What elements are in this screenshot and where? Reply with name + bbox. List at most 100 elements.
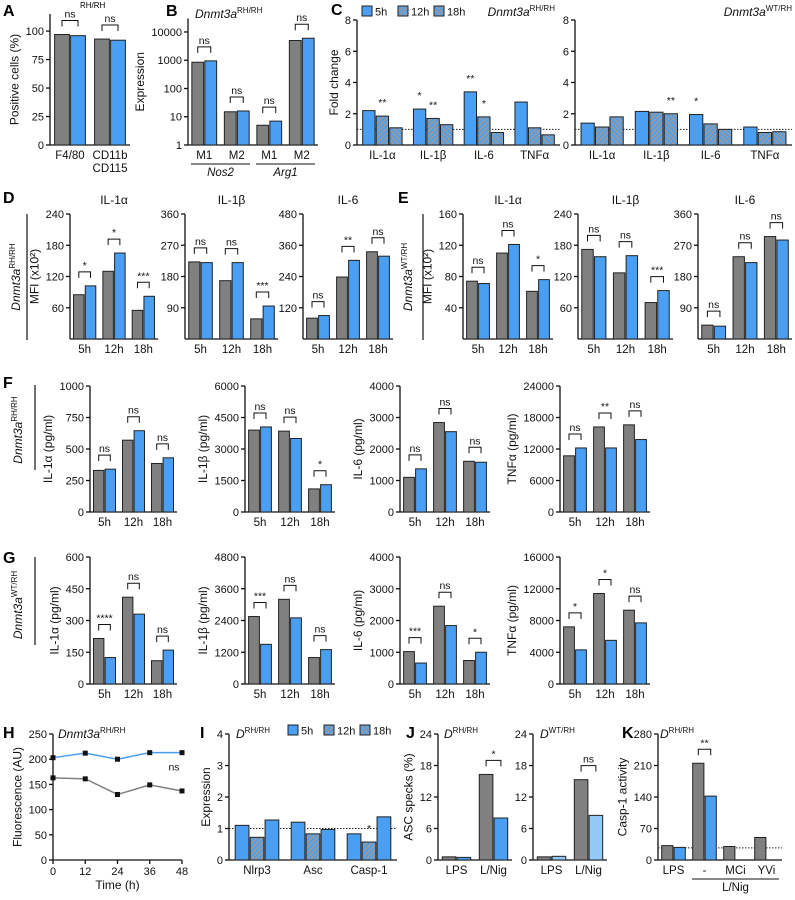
x-category-label: Asc <box>303 865 322 877</box>
bar-hatch-stripe <box>529 133 542 146</box>
bar <box>657 290 670 340</box>
bar <box>262 305 275 340</box>
bar-hatch-stripe <box>649 121 664 136</box>
bar <box>717 128 733 146</box>
bar-hatch-stripe <box>375 130 390 145</box>
x-category-label: - <box>703 865 707 877</box>
bar-hatch-stripe <box>426 117 433 124</box>
significance-label: ns <box>284 405 295 417</box>
bar <box>644 302 658 340</box>
bar-hatch-stripe <box>375 120 390 135</box>
x-axis-label: Time (h) <box>95 878 139 892</box>
bar-fill <box>626 255 638 339</box>
bar-fill <box>232 262 244 339</box>
significance-label: ns <box>312 290 323 302</box>
x-category-label: 12h <box>616 344 635 356</box>
y-axis-label: IL-1α (pg/ml) <box>41 415 55 483</box>
data-point <box>147 782 153 788</box>
bar-hatch-stripe <box>379 135 390 146</box>
y-axis-label: Expression <box>199 767 213 826</box>
x-category-label: 18h <box>153 517 172 529</box>
y-axis-label: IL-6 (pg/ml) <box>351 418 365 479</box>
genotype-label: Dnmt3aWT/RH <box>724 4 792 19</box>
significance-bracket <box>127 582 140 590</box>
x-category-label: 12h <box>595 517 614 529</box>
bar <box>575 649 587 685</box>
bar <box>439 124 454 146</box>
bar-fill <box>73 294 85 339</box>
chart-title: IL-1β <box>612 193 640 207</box>
significance-label: * <box>491 748 495 760</box>
significance-bracket <box>313 470 327 477</box>
category-group-label: Nos2 <box>207 167 234 179</box>
significance-bracket <box>438 408 452 415</box>
bar <box>191 61 205 146</box>
y-axis-label: ASC specks (%) <box>402 753 416 840</box>
bar-hatch-stripe <box>392 127 403 138</box>
x-category-label: LPS <box>541 865 563 877</box>
x-category-label: 5h <box>98 689 111 701</box>
y-tick-label: 180 <box>674 272 692 284</box>
bar-hatch-stripe <box>397 127 403 133</box>
significance-bracket <box>628 410 642 417</box>
significance-label: ns <box>199 35 210 47</box>
bar-hatch-stripe <box>673 113 679 119</box>
x-tick-label: 12 <box>79 866 91 878</box>
y-tick-label: 6 <box>521 824 527 836</box>
y-tick-label: 0 <box>548 507 554 519</box>
y-tick-label: 3000 <box>370 584 394 596</box>
bar <box>772 131 787 146</box>
bar <box>463 660 475 685</box>
data-point <box>115 756 120 762</box>
bar-hatch-stripe <box>594 126 609 141</box>
y-tick-label: 6 <box>426 824 432 836</box>
bar-hatch-stripe <box>541 136 551 146</box>
bar-fill <box>122 597 133 684</box>
significance-label: ns <box>231 85 242 97</box>
significance-bracket <box>650 276 664 283</box>
panel-letter-f: F <box>3 375 13 392</box>
y-tick-label: 140 <box>634 792 652 804</box>
legend-label: 18h <box>447 7 465 19</box>
bar <box>94 38 110 146</box>
bar-fill <box>537 856 551 860</box>
significance-label: ns <box>469 435 480 447</box>
significance-label: ** <box>601 401 609 413</box>
category-group-label: Arg1 <box>272 167 297 179</box>
bar <box>689 114 704 146</box>
bar-fill <box>260 426 272 512</box>
y-tick-label: 2000 <box>370 444 394 456</box>
bar-fill <box>237 110 250 145</box>
significance-bracket <box>313 635 327 642</box>
y-tick-label: 12 <box>420 792 432 804</box>
genotype-superscript: RH/RH <box>669 726 695 735</box>
genotype-note: RH/RH <box>80 1 106 10</box>
y-tick-label: 4800 <box>215 552 239 564</box>
x-category-label: 5h <box>707 344 720 356</box>
bar-hatch-stripe <box>389 129 403 143</box>
legend: 5h 12h 18h <box>287 724 391 738</box>
y-tick-label: 3 <box>217 761 223 773</box>
bar-fill <box>575 649 587 684</box>
bar <box>588 814 604 861</box>
row-label-f: Dnmt3aRH/RH <box>10 396 25 464</box>
bar <box>757 132 773 146</box>
gene-name: Dnmt3a <box>401 269 415 311</box>
y-tick-label: 0 <box>388 679 394 691</box>
bar-hatch-stripe <box>309 849 321 861</box>
bar <box>249 836 265 861</box>
bar-hatch-stripe <box>477 124 491 138</box>
chart-6: 120 240 360 480 IL-6 5h 12h 18h ns ** ns <box>279 193 393 356</box>
chart-8: 60 120 180 240 IL-1β 5h 12h 18h ns ns *** <box>554 193 673 356</box>
significance-bracket <box>485 759 502 767</box>
bar <box>375 115 390 146</box>
gene-name: Dnmt3a <box>11 421 25 463</box>
x-category-label: IL-1α <box>589 150 616 162</box>
x-category-label: 18h <box>648 344 667 356</box>
bar-hatch-stripe <box>484 139 491 146</box>
row-label-d: Dnmt3aRH/RH <box>8 243 23 311</box>
bar-hatch-stripe <box>609 139 616 146</box>
y-tick-label: 4 <box>345 78 351 90</box>
bar <box>306 317 318 340</box>
bar-hatch-stripe <box>426 120 440 134</box>
